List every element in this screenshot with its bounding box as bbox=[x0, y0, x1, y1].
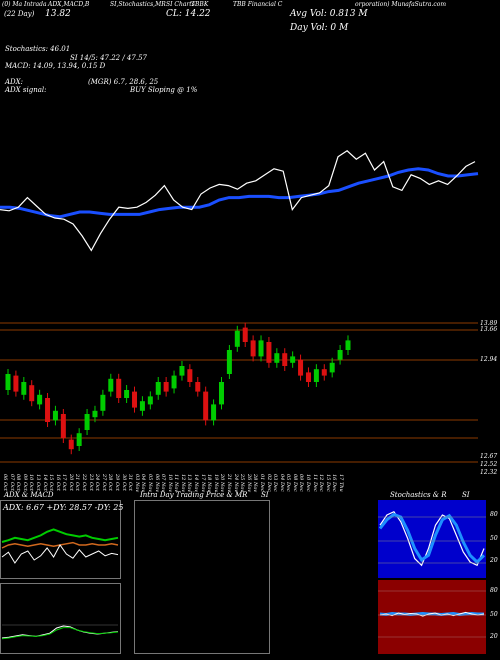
avg-volume: Avg Vol: 0.813 M bbox=[290, 9, 368, 19]
stoch-panel-title: Stochastics & R bbox=[390, 491, 447, 499]
adx-line bbox=[1, 544, 119, 564]
adx-plus-line bbox=[1, 528, 119, 543]
rsi-tick-50: 50 bbox=[490, 611, 498, 618]
candle-body bbox=[76, 433, 82, 446]
candle-body bbox=[100, 394, 106, 411]
stoch-tick-50: 50 bbox=[490, 535, 498, 542]
candle-body bbox=[282, 353, 288, 366]
intraday-panel-title: Intra Day Trading Price & MR bbox=[140, 491, 248, 499]
candle-body bbox=[337, 350, 343, 360]
candle-body bbox=[84, 414, 90, 430]
day-volume: Day Vol: 0 M bbox=[290, 23, 349, 33]
level-label-low-c: 12.32 bbox=[480, 469, 498, 476]
candle-body bbox=[211, 404, 217, 421]
header-source: orporation) MunafaSutra.com bbox=[355, 1, 447, 8]
level-label-low-a: 12.67 bbox=[480, 453, 498, 460]
candle-body bbox=[171, 375, 177, 389]
stoch-tick-20: 20 bbox=[490, 557, 498, 564]
candle-body bbox=[218, 382, 224, 405]
candle-body bbox=[187, 369, 193, 382]
candle-body bbox=[329, 362, 335, 373]
price-line bbox=[0, 150, 476, 252]
candle-body bbox=[13, 375, 19, 392]
candle-body bbox=[179, 366, 185, 376]
candle-body bbox=[258, 340, 264, 357]
intraday-panel bbox=[134, 500, 270, 654]
candle-body bbox=[155, 382, 161, 395]
candle-body bbox=[124, 390, 130, 398]
candle-body bbox=[108, 378, 114, 392]
stochastic-d-line bbox=[378, 512, 486, 565]
candle-body bbox=[5, 374, 11, 390]
level-label-b: 13.66 bbox=[480, 326, 498, 333]
candle-body bbox=[37, 394, 43, 405]
adx-values: ADX: 6.67 +DY: 28.57 -DY: 25 bbox=[3, 503, 124, 512]
mrsi-line bbox=[379, 611, 485, 617]
candle-body bbox=[147, 396, 153, 405]
candle-body bbox=[242, 327, 248, 342]
candle-body bbox=[298, 359, 304, 376]
stoch-si-label: SI bbox=[462, 491, 470, 499]
candle-body bbox=[266, 342, 272, 363]
header-company: TBB Financial C bbox=[233, 1, 283, 8]
stoch-tick-80: 80 bbox=[490, 511, 498, 518]
candle-body bbox=[313, 369, 319, 382]
level-label-low-b: 12.52 bbox=[480, 461, 498, 468]
header-line1d: SI Charts bbox=[166, 1, 195, 8]
candle-body bbox=[92, 410, 98, 418]
mgr-value: (MGR) 6.7, 28.6, 25 bbox=[88, 78, 159, 86]
main-price-chart bbox=[0, 150, 479, 463]
si-value: SI 14/5: 47.22 / 47.57 bbox=[70, 54, 147, 62]
candle-body bbox=[29, 385, 35, 402]
candle-body bbox=[21, 382, 27, 395]
macd-value: MACD: 14.09, 13.94, 0.15 D bbox=[5, 62, 106, 70]
candle-body bbox=[52, 410, 58, 421]
candle-body bbox=[203, 391, 209, 421]
close-price: CL: 14.22 bbox=[166, 9, 211, 19]
candle-body bbox=[321, 369, 327, 376]
buy-signal: BUY Sloping @ 1% bbox=[130, 86, 198, 94]
macd-signal-line bbox=[1, 627, 119, 640]
header-price: 13.82 bbox=[45, 9, 71, 19]
candle-body bbox=[163, 382, 169, 392]
level-label-mid: 12.94 bbox=[480, 356, 498, 363]
candle-body bbox=[60, 414, 66, 438]
rsi-tick-80: 80 bbox=[490, 587, 498, 594]
candle-body bbox=[195, 382, 201, 392]
candle-body bbox=[290, 356, 296, 363]
adx-panel-title: ADX & MACD bbox=[4, 491, 54, 499]
candle-body bbox=[250, 340, 256, 357]
header-line1b: ADX,MACD,B bbox=[48, 1, 90, 8]
stochastics-value: Stochastics: 46.01 bbox=[5, 45, 71, 53]
candle-body bbox=[68, 439, 74, 450]
candle-body bbox=[274, 353, 280, 363]
candle-body bbox=[345, 340, 351, 350]
header-day: (22 Day) bbox=[4, 10, 35, 18]
header-line1a: (0) Ma Intrada bbox=[2, 1, 47, 8]
macd-panel bbox=[0, 583, 121, 654]
adx-panel bbox=[0, 500, 121, 579]
intraday-si-label: SI bbox=[261, 491, 269, 499]
candle-body bbox=[45, 398, 51, 422]
adx-label: ADX: bbox=[5, 78, 24, 86]
candle-body bbox=[116, 378, 122, 398]
candle-body bbox=[139, 401, 145, 411]
candle-body bbox=[305, 372, 311, 382]
candle-body bbox=[234, 330, 240, 347]
header-ticker: TBBK bbox=[191, 1, 209, 8]
rsi-tick-20: 20 bbox=[490, 633, 498, 640]
adx-signal-label: ADX signal: bbox=[5, 86, 47, 94]
candle-body bbox=[132, 391, 138, 408]
header-line1c: SI,Stochastics,MR bbox=[110, 1, 166, 8]
candle-body bbox=[226, 350, 232, 374]
level-label-a: 13.89 bbox=[480, 320, 498, 327]
ma-line bbox=[0, 167, 479, 219]
